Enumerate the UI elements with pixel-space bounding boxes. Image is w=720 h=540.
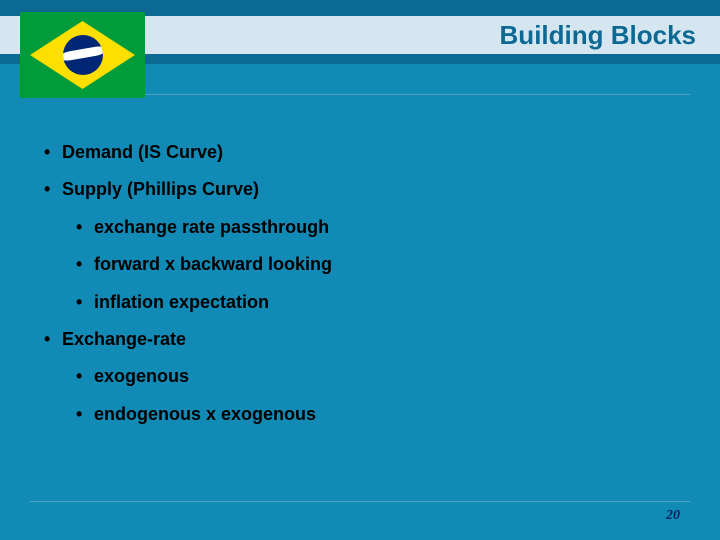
- brazil-flag-icon: [20, 12, 145, 98]
- page-number: 20: [666, 508, 690, 524]
- bullet-text: Demand (IS Curve): [62, 142, 223, 162]
- list-item: exogenous: [62, 365, 690, 388]
- header-bar: Building Blocks: [0, 0, 720, 64]
- list-item: Exchange-rate exogenous endogenous x exo…: [30, 328, 690, 426]
- bullet-list: Demand (IS Curve) Supply (Phillips Curve…: [30, 141, 690, 426]
- bullet-text: exogenous: [94, 366, 189, 386]
- content: Demand (IS Curve) Supply (Phillips Curve…: [30, 94, 690, 501]
- footer: 20: [30, 501, 690, 524]
- bullet-text: Exchange-rate: [62, 329, 186, 349]
- page-title: Building Blocks: [500, 20, 696, 51]
- list-item: Supply (Phillips Curve) exchange rate pa…: [30, 178, 690, 314]
- list-item: endogenous x exogenous: [62, 403, 690, 426]
- sub-list: exogenous endogenous x exogenous: [62, 365, 690, 426]
- bullet-text: exchange rate passthrough: [94, 217, 329, 237]
- main-area: Demand (IS Curve) Supply (Phillips Curve…: [0, 64, 720, 540]
- bullet-text: Supply (Phillips Curve): [62, 179, 259, 199]
- list-item: forward x backward looking: [62, 253, 690, 276]
- bullet-text: forward x backward looking: [94, 254, 332, 274]
- bullet-text: endogenous x exogenous: [94, 404, 316, 424]
- list-item: exchange rate passthrough: [62, 216, 690, 239]
- list-item: inflation expectation: [62, 291, 690, 314]
- slide: Building Blocks Demand (IS Curve) Supply…: [0, 0, 720, 540]
- list-item: Demand (IS Curve): [30, 141, 690, 164]
- sub-list: exchange rate passthrough forward x back…: [62, 216, 690, 314]
- bullet-text: inflation expectation: [94, 292, 269, 312]
